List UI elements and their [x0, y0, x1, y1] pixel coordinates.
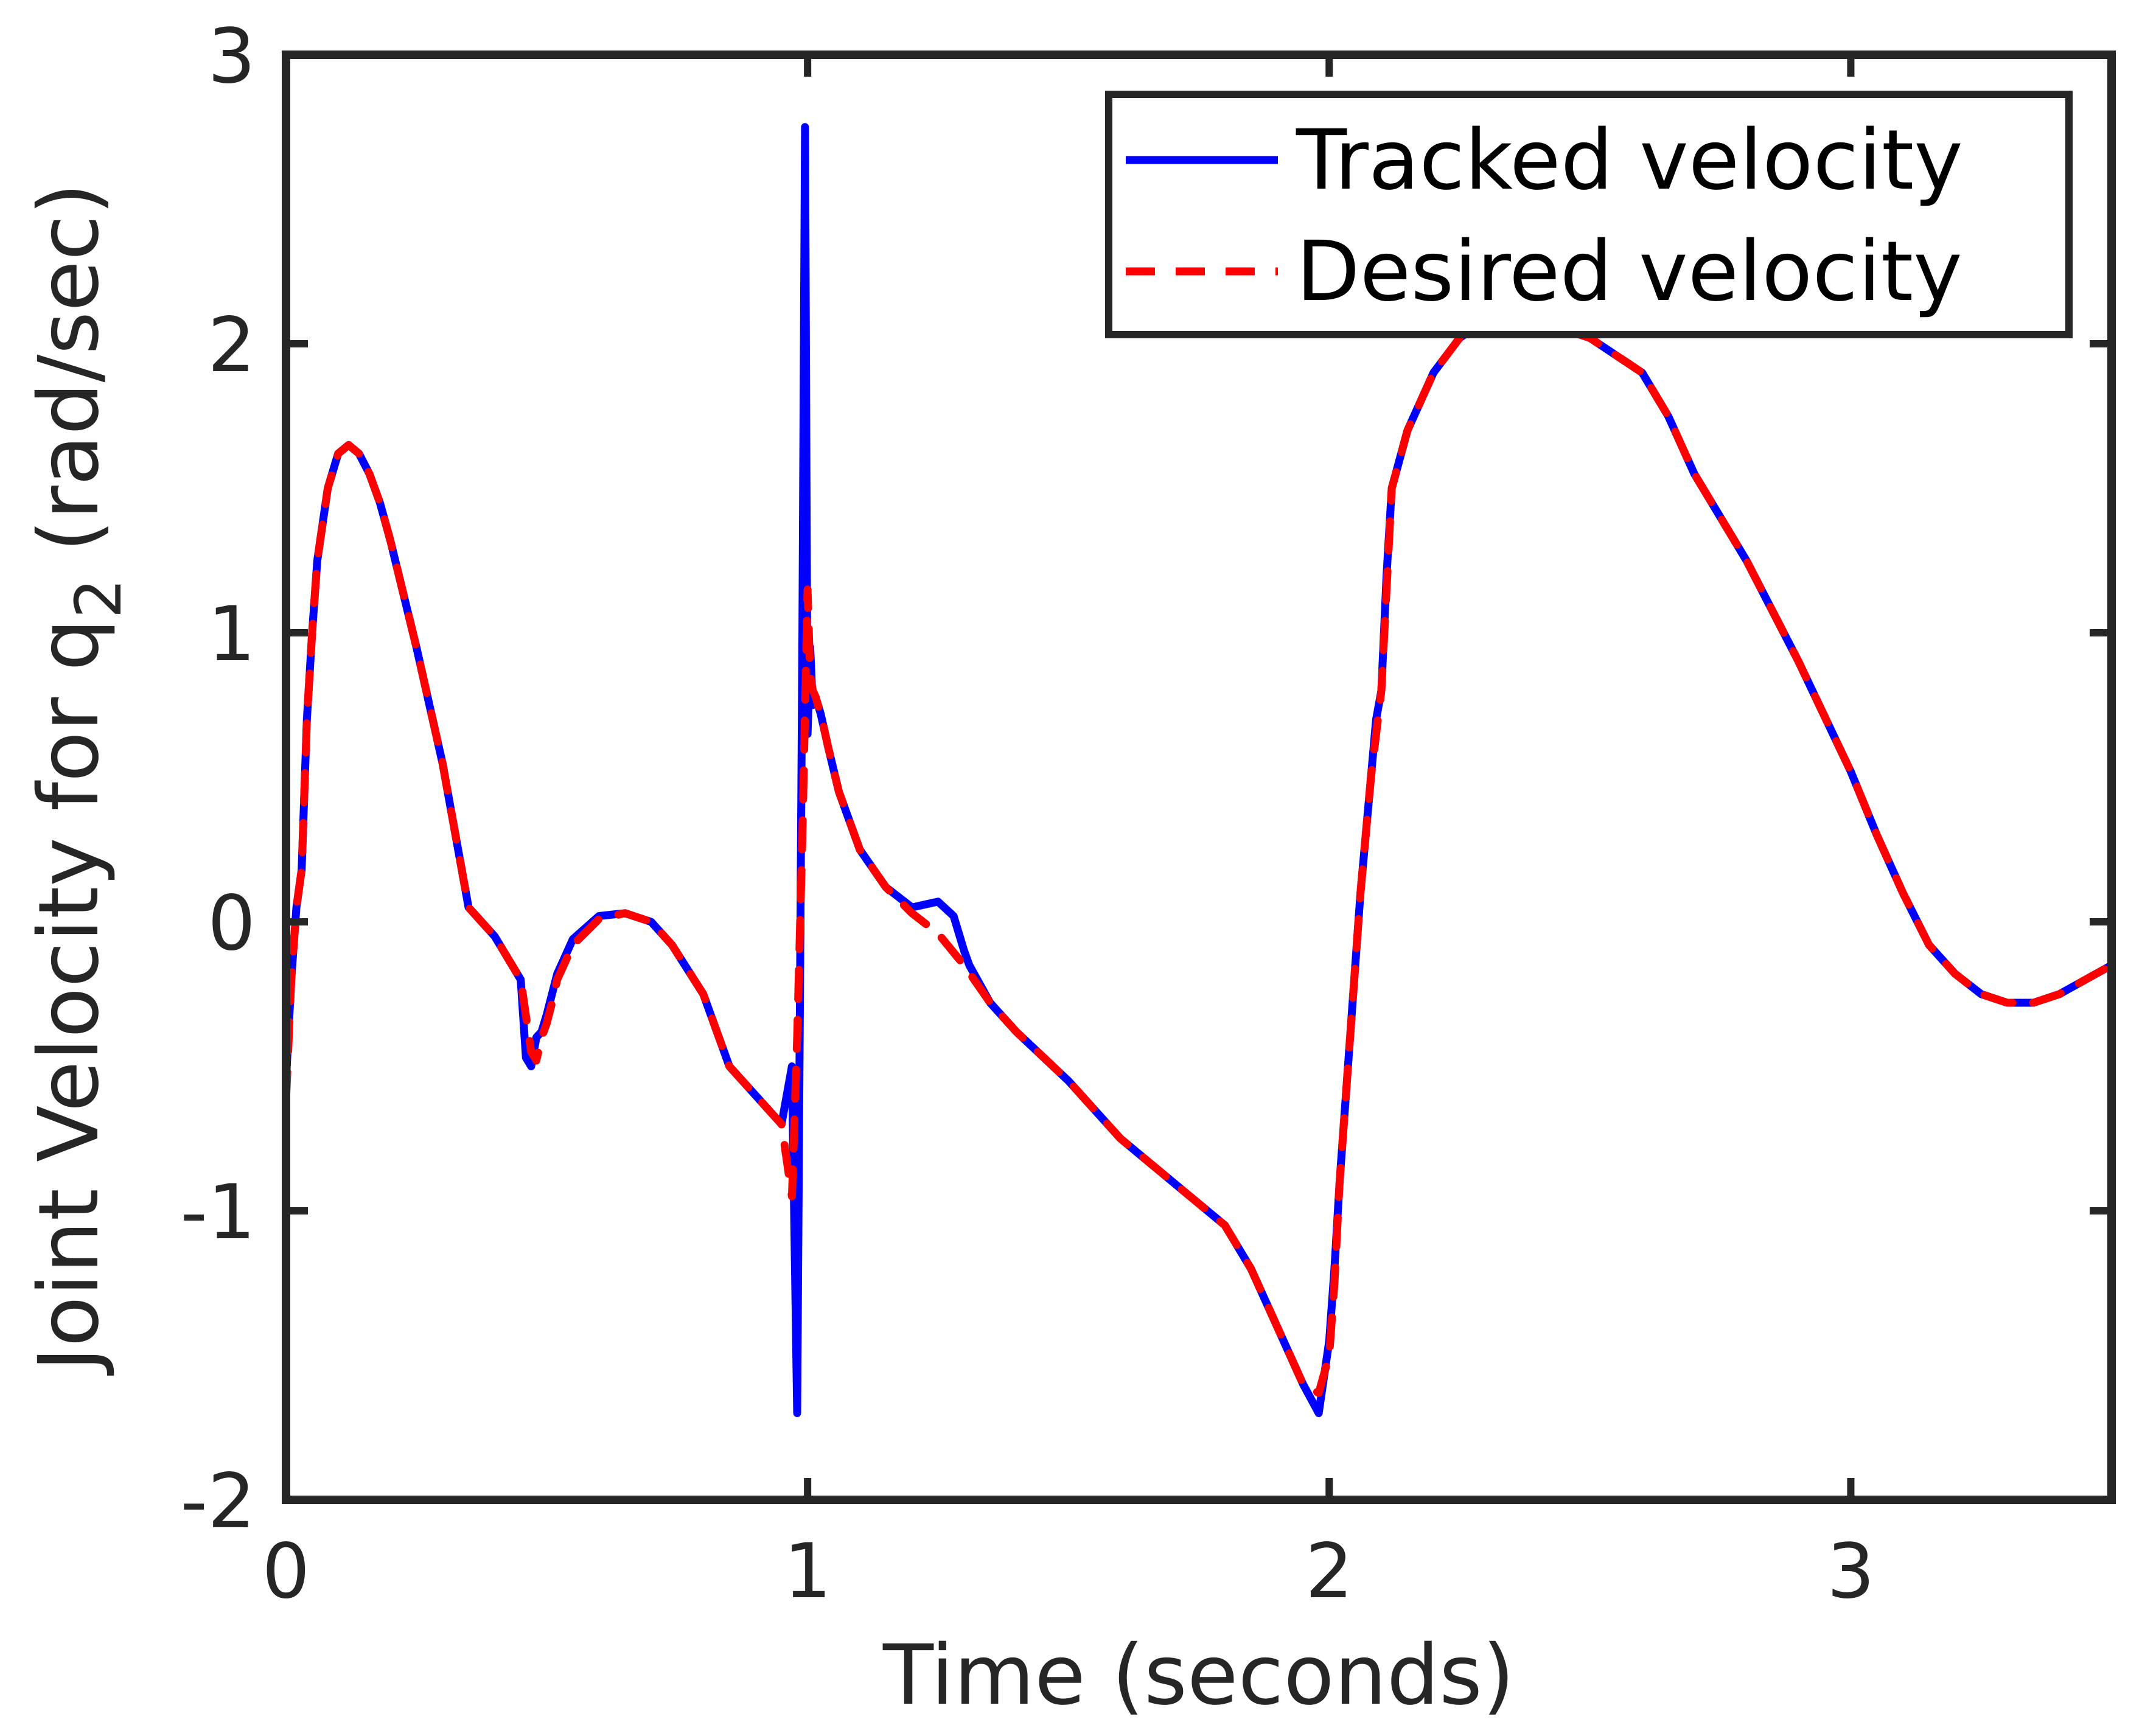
y-tick-label: 3 — [208, 13, 256, 100]
x-tick-label: 0 — [262, 1528, 310, 1615]
legend: Tracked velocity Desired velocity — [1105, 91, 2073, 338]
y-tick-label: 0 — [208, 880, 256, 967]
x-tick-label: 3 — [1827, 1528, 1875, 1615]
y-tick-label: -2 — [180, 1458, 256, 1546]
legend-label-desired: Desired velocity — [1296, 224, 1962, 320]
tick-layer: 0 1 2 3 -2 -1 0 1 2 3 — [180, 13, 2112, 1615]
y-axis-title: Joint Velocity for q2 (rad/sec) — [21, 183, 136, 1376]
y-axis-title-subscript: 2 — [61, 578, 136, 618]
y-tick-label: 2 — [208, 302, 256, 389]
legend-box — [1105, 91, 2073, 338]
y-tick-label: -1 — [180, 1169, 256, 1256]
series-line-desired-velocity — [282, 311, 2116, 1397]
x-tick-label: 2 — [1305, 1528, 1353, 1615]
legend-label-tracked: Tracked velocity — [1296, 113, 1963, 209]
x-axis-title: Time (seconds) — [882, 1628, 1515, 1724]
y-axis-title-main: Joint Velocity for q — [21, 619, 117, 1376]
plot-frame — [282, 51, 2116, 1504]
y-tick-label: 1 — [208, 591, 256, 678]
x-tick-label: 1 — [784, 1528, 832, 1615]
y-axis-title-tail: (rad/sec) — [21, 183, 117, 578]
